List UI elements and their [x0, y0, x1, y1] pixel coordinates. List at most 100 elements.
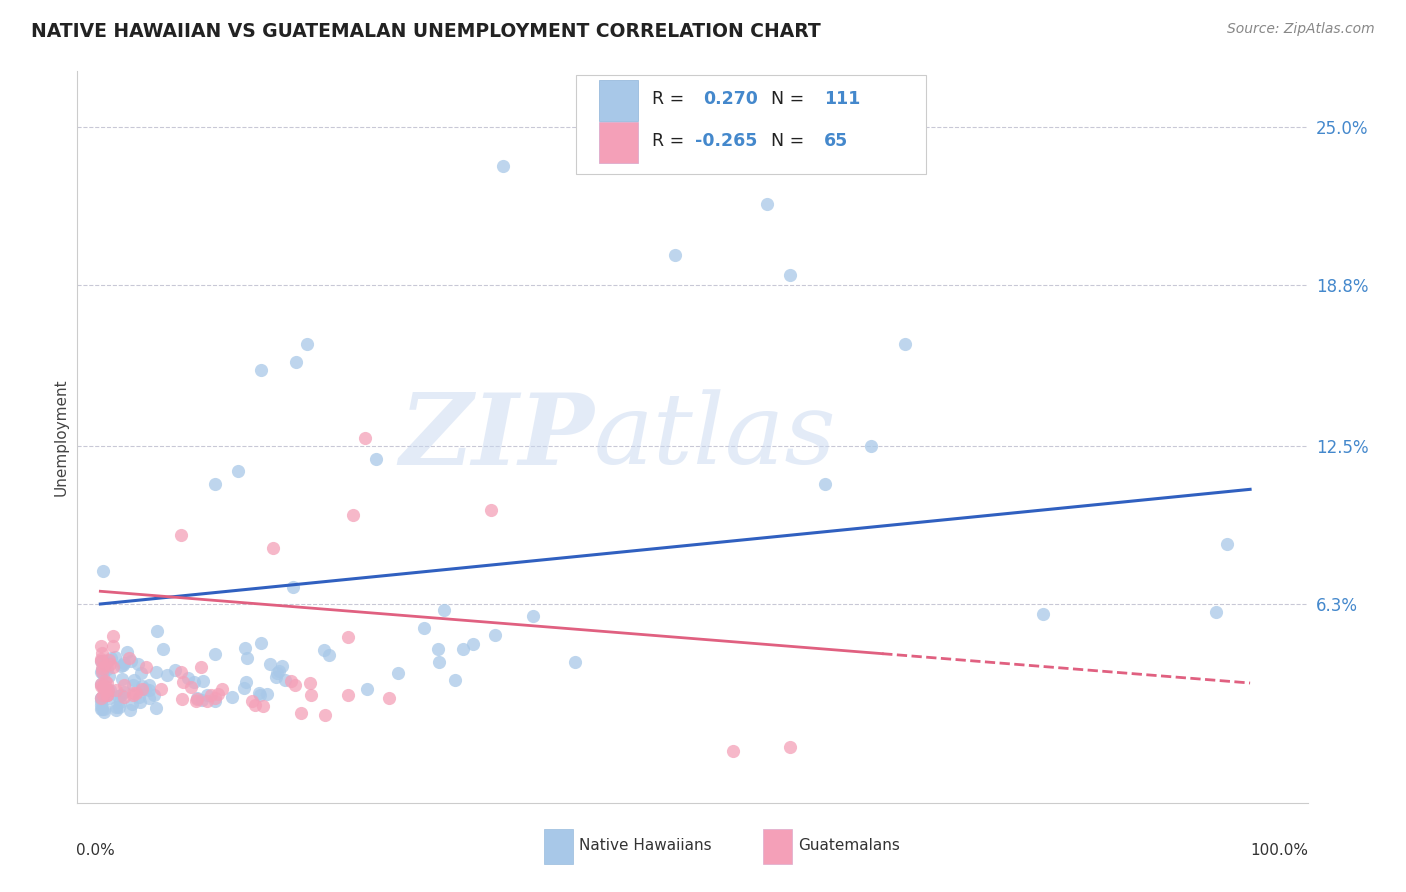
Point	[190, 659, 212, 673]
Point	[172, 674, 194, 689]
Point	[186, 691, 208, 706]
Point	[112, 690, 135, 704]
Point	[103, 660, 125, 674]
FancyBboxPatch shape	[599, 121, 638, 163]
Point	[156, 668, 179, 682]
Point	[90, 690, 112, 705]
Point	[138, 682, 160, 697]
Point	[779, 268, 801, 283]
Point	[117, 651, 139, 665]
Point	[165, 663, 187, 677]
Point	[90, 690, 112, 705]
Point	[97, 683, 120, 698]
Point	[107, 699, 129, 714]
Point	[413, 621, 436, 635]
Point	[1032, 607, 1054, 621]
Point	[90, 677, 112, 691]
Point	[170, 528, 193, 542]
Point	[90, 690, 112, 705]
Point	[195, 689, 218, 703]
Point	[135, 660, 157, 674]
Point	[264, 670, 287, 684]
Point	[859, 439, 882, 453]
Point	[284, 355, 307, 369]
Point	[98, 682, 121, 697]
Point	[256, 687, 278, 701]
Point	[104, 649, 127, 664]
Point	[170, 691, 193, 706]
Point	[444, 673, 467, 687]
Point	[97, 669, 120, 683]
Point	[779, 739, 801, 754]
Text: -0.265: -0.265	[695, 132, 758, 150]
Text: NATIVE HAWAIIAN VS GUATEMALAN UNEMPLOYMENT CORRELATION CHART: NATIVE HAWAIIAN VS GUATEMALAN UNEMPLOYME…	[31, 22, 821, 41]
Point	[356, 682, 378, 697]
Point	[90, 654, 112, 668]
Point	[814, 477, 837, 491]
Point	[91, 647, 114, 661]
Point	[353, 431, 375, 445]
Point	[101, 629, 124, 643]
Point	[122, 688, 145, 702]
Point	[96, 676, 118, 690]
Point	[94, 657, 117, 672]
Point	[366, 451, 388, 466]
Point	[94, 679, 117, 693]
Point	[314, 708, 336, 723]
Point	[112, 657, 135, 671]
Point	[96, 689, 118, 703]
Point	[96, 654, 118, 668]
Text: Native Hawaiians: Native Hawaiians	[579, 838, 711, 854]
Point	[756, 197, 779, 211]
Point	[204, 693, 226, 707]
Point	[211, 681, 233, 696]
Point	[108, 695, 131, 709]
Point	[90, 639, 112, 653]
Point	[90, 654, 112, 668]
Text: 0.0%: 0.0%	[76, 843, 115, 858]
Point	[387, 665, 409, 680]
Point	[152, 642, 174, 657]
Point	[280, 674, 302, 689]
Point	[129, 695, 152, 709]
FancyBboxPatch shape	[544, 830, 574, 863]
Point	[336, 630, 359, 644]
Point	[90, 698, 112, 713]
Point	[138, 691, 160, 706]
Point	[96, 662, 118, 676]
Text: R =: R =	[652, 89, 689, 108]
Point	[378, 691, 401, 706]
Text: Guatemalans: Guatemalans	[799, 838, 900, 854]
Point	[204, 690, 226, 705]
Point	[131, 682, 153, 697]
Point	[479, 502, 502, 516]
Point	[484, 628, 506, 642]
Point	[522, 609, 544, 624]
Point	[200, 689, 222, 703]
Point	[97, 690, 120, 705]
Point	[249, 636, 271, 650]
Point	[249, 688, 271, 702]
Point	[191, 693, 214, 707]
Point	[342, 508, 364, 522]
Point	[128, 690, 150, 705]
Point	[111, 658, 134, 673]
Point	[131, 666, 153, 681]
Point	[112, 685, 135, 699]
Point	[90, 702, 112, 716]
Point	[122, 686, 145, 700]
Point	[564, 655, 586, 669]
Point	[177, 671, 200, 685]
Point	[118, 703, 141, 717]
Point	[90, 651, 112, 665]
Text: 65: 65	[824, 132, 848, 150]
Point	[193, 674, 215, 689]
Point	[143, 688, 166, 702]
Point	[150, 681, 173, 696]
Point	[94, 673, 117, 688]
Point	[97, 653, 120, 667]
Text: R =: R =	[652, 132, 689, 150]
Point	[91, 564, 114, 578]
Point	[145, 665, 167, 679]
Point	[91, 667, 114, 681]
